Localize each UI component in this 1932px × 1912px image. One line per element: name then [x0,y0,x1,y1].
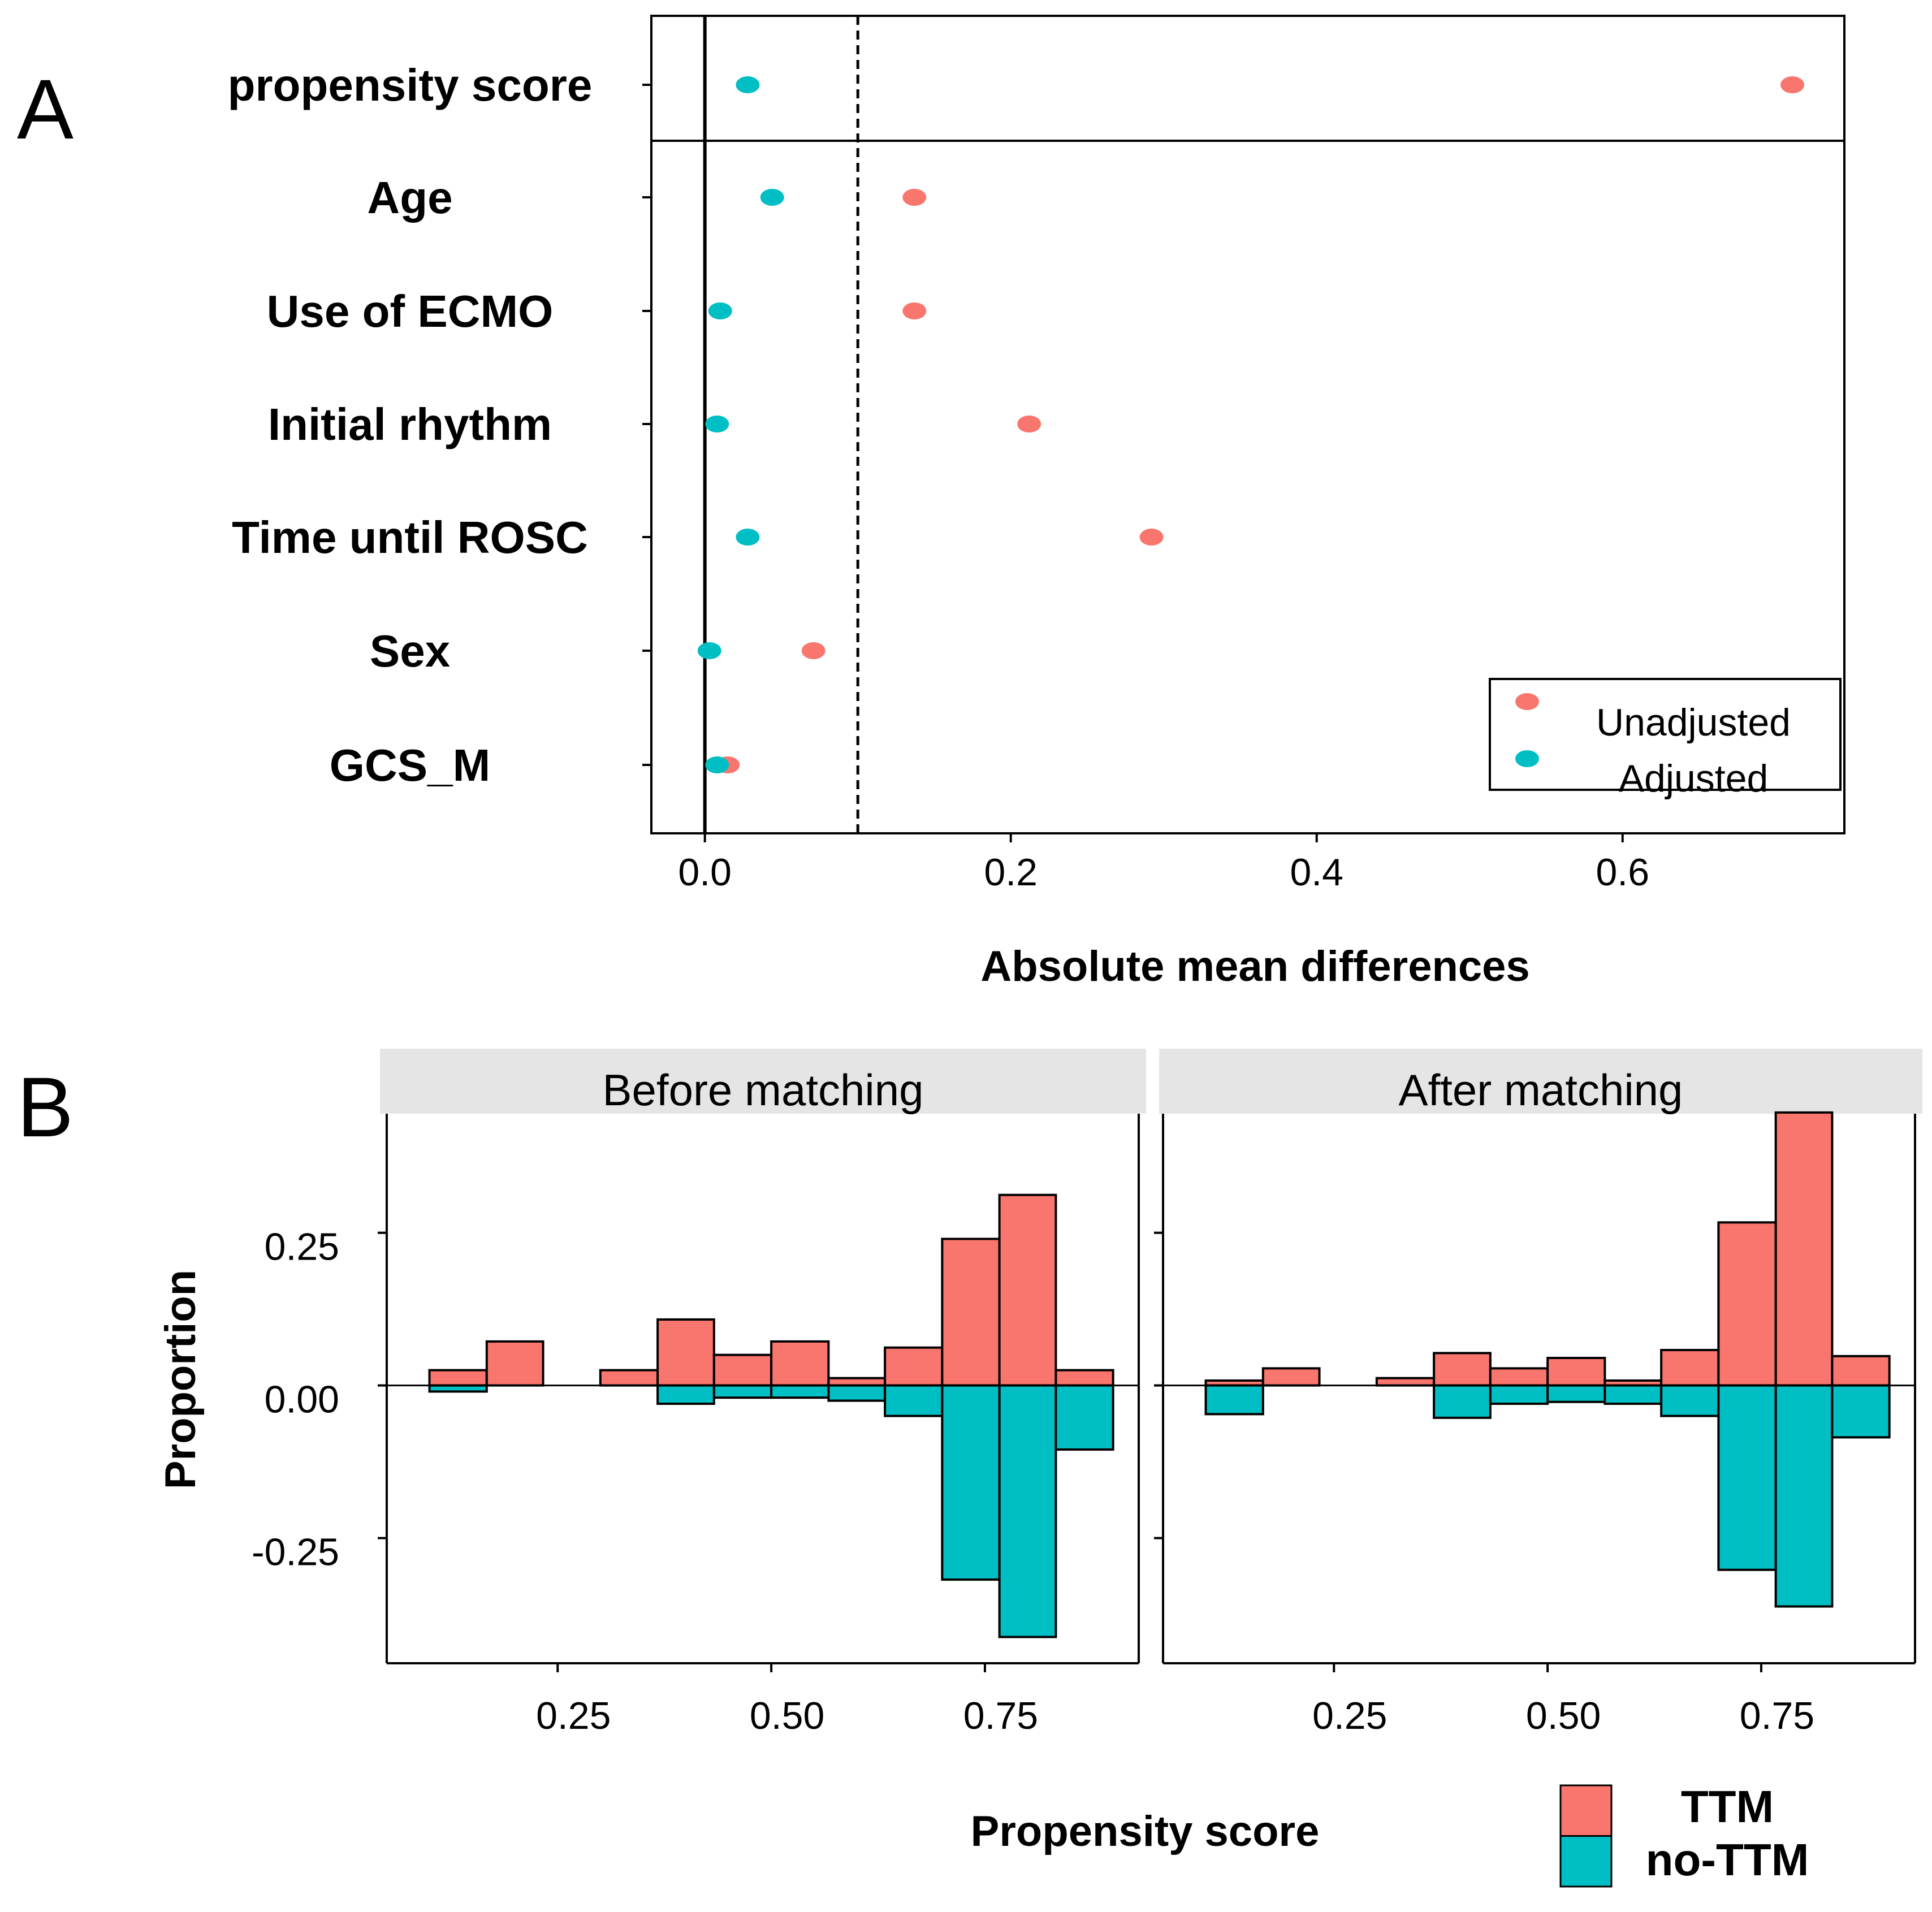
adjusted-point [705,756,729,773]
unadjusted-point [1780,76,1805,93]
ttm-bar [1717,1221,1777,1387]
no-ttm-bar [884,1384,944,1417]
adjusted-point [697,642,721,659]
no-ttm-bar [998,1384,1057,1638]
facet-strip [1159,1049,1922,1114]
adjusted-point [705,416,729,432]
legend-unadjusted-label: Unadjusted [1596,701,1791,744]
facet-x-tick-label: 0.50 [750,1694,824,1737]
adjusted-point [708,302,732,319]
y-tick-label: 0.00 [265,1378,339,1421]
ttm-bar [1261,1367,1321,1387]
covariate-label: GCS_M [330,740,491,790]
legend-no-ttm-swatch [1559,1835,1613,1888]
legend-adjusted-label: Adjusted [1619,757,1769,800]
ttm-bar [485,1340,544,1387]
facet-x-tick-label: 0.50 [1526,1694,1601,1737]
ttm-bar [712,1353,773,1387]
no-ttm-bar [1831,1384,1891,1439]
balance-plot: 0.0 0.2 0.4 0.6 propensity score Age Use of EC… [228,15,1845,894]
y-tick-label: 0.25 [265,1226,339,1269]
unadjusted-point [902,189,927,206]
facet-x-tick-label: 0.75 [963,1694,1038,1737]
panel-a-x-axis-title: Absolute mean differences [980,942,1529,990]
adjusted-point [760,189,784,206]
ttm-bar [599,1369,659,1387]
facet-title-before-matching: Before matching [603,1065,924,1115]
facet-x-tick-label: 0.25 [536,1694,611,1737]
ttm-bar [1546,1357,1606,1387]
covariate-label: Sex [370,626,450,676]
panel-a-x-tick-label: 0.0 [678,851,732,894]
legend-ttm-swatch [1559,1784,1613,1837]
ttm-bar [428,1369,488,1387]
legend-adjusted-marker [1515,750,1539,767]
panel-b-x-axis-title: Propensity score [971,1807,1320,1855]
covariate-label: Time until ROSC [232,512,588,563]
unadjusted-point [801,642,825,659]
covariate-label: Age [367,172,452,223]
adjusted-point [736,529,760,546]
ttm-bar [884,1346,944,1387]
no-ttm-bar [712,1384,773,1399]
no-ttm-bar [1054,1384,1114,1451]
mirrored-histogram: Before matching 0.25 0.50 0.75 0.25 0.00 -0.25… [252,1049,1922,1888]
facet-x-tick-label: 0.75 [1740,1694,1814,1737]
y-tick-label: -0.25 [252,1531,339,1574]
no-ttm-bar [1433,1384,1492,1419]
ttm-bar [1054,1369,1114,1387]
no-ttm-bar [656,1384,715,1405]
no-ttm-bar [1603,1384,1663,1405]
no-ttm-bar [770,1384,830,1399]
ttm-bar [1774,1111,1834,1387]
ttm-bar [656,1318,715,1387]
ttm-bar [1831,1355,1891,1387]
legend-no-ttm-label: no-TTM [1646,1835,1809,1885]
no-ttm-bar [941,1384,1001,1581]
ttm-bar [1489,1367,1549,1387]
ttm-bar [770,1340,830,1387]
no-ttm-bar [1489,1384,1549,1405]
covariate-label: Use of ECMO [267,286,554,336]
panel-a-legend-box [1489,678,1842,791]
legend-ttm-label: TTM [1681,1781,1774,1832]
panel-b-letter: B [17,1059,74,1154]
no-ttm-bar [1546,1384,1606,1403]
covariate-label: propensity score [228,60,593,110]
ttm-bar [941,1238,1001,1387]
ttm-bar [1375,1377,1436,1387]
panel-a-x-tick-label: 0.4 [1290,851,1343,894]
facet-x-tick-label: 0.25 [1312,1694,1387,1737]
no-ttm-bar [1204,1384,1264,1416]
panel-a-x-tick-label: 0.6 [1596,851,1649,894]
no-ttm-bar [428,1384,488,1393]
covariate-label: Initial rhythm [268,399,552,449]
unadjusted-point [1139,529,1164,546]
panel-a-letter: A [17,62,74,157]
no-ttm-bar [1774,1384,1834,1608]
adjusted-point [736,76,760,93]
panel-a-x-tick-label: 0.2 [984,851,1038,894]
unadjusted-point [1017,416,1041,432]
facet-strip [380,1049,1146,1114]
no-ttm-bar [1717,1384,1777,1571]
no-ttm-bar [1660,1384,1720,1417]
facet-title-after-matching: After matching [1399,1065,1683,1115]
panel-b-y-axis-title: Proportion [157,1270,205,1489]
ttm-bar [1433,1352,1492,1387]
no-ttm-bar [827,1384,887,1402]
legend-unadjusted-marker [1515,693,1539,710]
unadjusted-point [902,302,927,319]
ttm-bar [998,1193,1057,1387]
ttm-bar [1660,1348,1720,1387]
